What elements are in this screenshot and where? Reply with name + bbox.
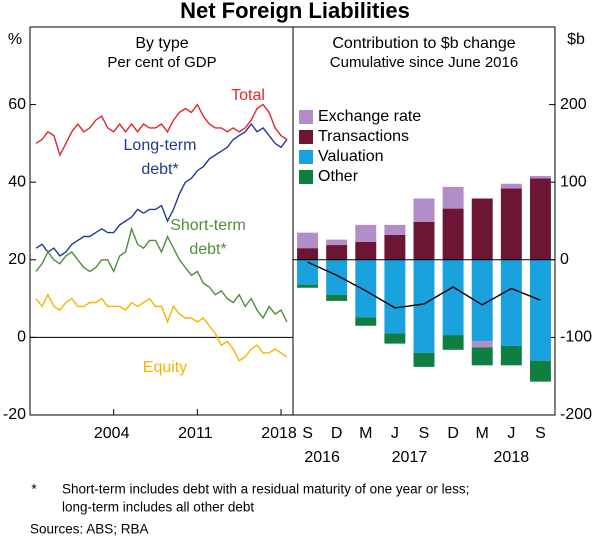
series-line bbox=[35, 103, 288, 157]
bar-segment bbox=[442, 186, 464, 209]
bar-segment bbox=[500, 259, 522, 346]
panel-subtitle: Cumulative since June 2016 bbox=[330, 54, 518, 71]
bar-segment bbox=[529, 175, 551, 179]
y-tick-label: -100 bbox=[560, 329, 592, 346]
series-label: debt* bbox=[189, 241, 226, 258]
x-tick-label: J bbox=[507, 425, 515, 442]
legend-label: Valuation bbox=[318, 148, 384, 165]
series-label: Total bbox=[231, 87, 265, 104]
bar-segment bbox=[442, 208, 464, 260]
series-label: debt* bbox=[141, 161, 178, 178]
bar-segment bbox=[384, 259, 406, 334]
bar-segment bbox=[500, 345, 522, 366]
bar-segment bbox=[442, 259, 464, 336]
footnote-line: long-term includes all other debt bbox=[62, 500, 254, 515]
bar-segment bbox=[413, 259, 435, 353]
panel-subtitle: Per cent of GDP bbox=[107, 54, 216, 71]
bar-segment bbox=[471, 198, 493, 260]
legend-swatch bbox=[299, 110, 313, 124]
x-tick-label: M bbox=[476, 425, 489, 442]
y-tick-label: -200 bbox=[560, 406, 592, 423]
series-line bbox=[35, 293, 288, 362]
bar-segment bbox=[529, 360, 551, 382]
y-unit: $b bbox=[567, 31, 585, 48]
net-line bbox=[307, 261, 541, 309]
bar-segment bbox=[326, 239, 348, 246]
bar-segment bbox=[355, 259, 377, 318]
bar-segment bbox=[471, 347, 493, 366]
x-tick-label: S bbox=[419, 425, 430, 442]
series-label: Short-term bbox=[170, 217, 246, 234]
panel-title: Contribution to $b change bbox=[332, 35, 515, 52]
bar-segment bbox=[297, 284, 319, 288]
x-tick-label: S bbox=[302, 425, 313, 442]
y-tick-label: 60 bbox=[8, 96, 26, 113]
x-tick-label: J bbox=[391, 425, 399, 442]
legend-label: Other bbox=[318, 168, 359, 185]
x-tick-label: M bbox=[359, 425, 372, 442]
y-tick-label: 100 bbox=[560, 173, 587, 190]
x-tick-label: S bbox=[535, 425, 546, 442]
y-tick-label: 20 bbox=[8, 251, 26, 268]
legend-swatch bbox=[299, 150, 313, 164]
year-label: 2016 bbox=[304, 449, 340, 466]
figure-title: Net Foreign Liabilities bbox=[180, 0, 410, 23]
x-tick-label: 2018 bbox=[261, 425, 297, 442]
y-tick-label: 0 bbox=[560, 251, 569, 268]
series-label: Long-term bbox=[124, 137, 197, 154]
bar-segment bbox=[326, 294, 348, 301]
bar-segment bbox=[442, 335, 464, 350]
bar-segment bbox=[355, 224, 377, 242]
bar-segment bbox=[326, 259, 348, 295]
legend-label: Transactions bbox=[318, 128, 409, 145]
series-line bbox=[35, 226, 288, 323]
bar-segment bbox=[471, 341, 493, 348]
bar-segment bbox=[384, 333, 406, 344]
x-tick-label: 2004 bbox=[94, 425, 130, 442]
bar-segment bbox=[413, 198, 435, 222]
y-tick-label: 40 bbox=[8, 173, 26, 190]
series-label: Equity bbox=[143, 359, 187, 376]
bar-segment bbox=[355, 317, 377, 326]
bar-segment bbox=[297, 232, 319, 249]
panel-title: By type bbox=[135, 35, 188, 52]
source: Sources: ABS; RBA bbox=[30, 522, 149, 537]
legend-swatch bbox=[299, 170, 313, 184]
year-label: 2018 bbox=[494, 449, 530, 466]
bar-segment bbox=[529, 259, 551, 361]
legend-label: Exchange rate bbox=[318, 108, 421, 125]
legend-swatch bbox=[299, 130, 313, 144]
bar-segment bbox=[500, 183, 522, 189]
footnote-line: Short-term includes debt with a residual… bbox=[62, 482, 469, 497]
x-tick-label: D bbox=[447, 425, 459, 442]
bar-segment bbox=[297, 259, 319, 285]
bar-segment bbox=[384, 224, 406, 235]
footnote-mark: * bbox=[31, 482, 37, 497]
bar-segment bbox=[413, 221, 435, 260]
x-tick-label: D bbox=[331, 425, 343, 442]
bar-segment bbox=[413, 352, 435, 367]
series-line bbox=[35, 122, 288, 257]
x-tick-label: 2011 bbox=[178, 425, 213, 442]
bar-segment bbox=[355, 241, 377, 260]
bar-segment bbox=[326, 245, 348, 260]
y-tick-label: 200 bbox=[560, 96, 587, 113]
year-label: 2017 bbox=[392, 449, 428, 466]
bar-segment bbox=[384, 234, 406, 260]
bar-segment bbox=[297, 248, 319, 260]
bar-segment bbox=[500, 188, 522, 260]
y-unit: % bbox=[8, 31, 22, 48]
bar-segment bbox=[471, 259, 493, 342]
y-tick-label: 0 bbox=[17, 329, 26, 346]
bar-segment bbox=[529, 178, 551, 260]
y-tick-label: -20 bbox=[3, 406, 26, 423]
